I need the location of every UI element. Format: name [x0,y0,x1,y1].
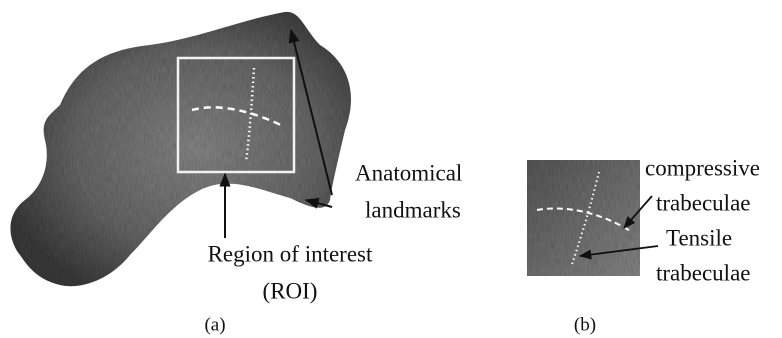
figure: Anatomical landmarks Region of interest … [0,0,782,338]
panel-a: Anatomical landmarks Region of interest … [10,12,462,335]
roi-image [527,160,640,276]
compressive-label: compressive [645,155,760,180]
landmarks-label: Anatomical [355,160,462,185]
tensile-label: trabeculae [656,260,750,285]
panel-label: (a) [204,314,225,335]
roi-label: (ROI) [263,278,318,303]
roi-label: Region of interest [208,241,373,266]
panel-label: (b) [574,314,596,335]
tensile-label: Tensile [666,225,732,250]
compressive-label: trabeculae [656,190,750,215]
landmarks-label: landmarks [365,197,461,222]
panel-b: compressive trabeculae Tensile trabecula… [527,155,760,335]
